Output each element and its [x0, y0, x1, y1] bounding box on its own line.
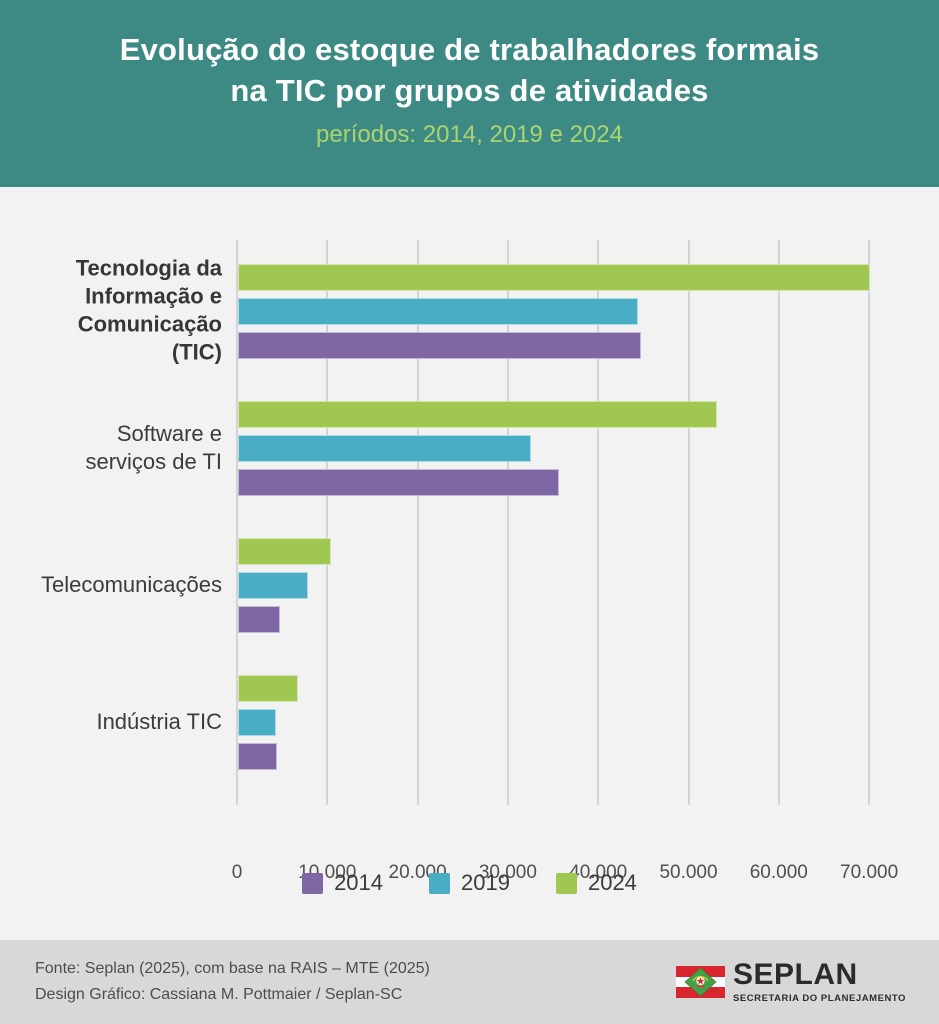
- header-banner: Evolução do estoque de trabalhadores for…: [0, 0, 939, 187]
- x-tick-label-40000: 40.000: [569, 862, 628, 883]
- bar-2014-group-2: [238, 469, 559, 496]
- legend-label-2024: 2024: [587, 870, 637, 895]
- page-subtitle: períodos: 2014, 2019 e 2024: [316, 120, 623, 148]
- gridline-x-30000: [506, 240, 509, 805]
- seplan-logo-title: SEPLAN: [733, 958, 858, 991]
- bar-2024-group-1: [238, 264, 870, 291]
- category-label-1: Tecnologia da Informação e Comunicação (…: [75, 255, 222, 366]
- x-tick-label-0: 0: [231, 862, 243, 883]
- plot-area: [236, 240, 900, 805]
- title-line-1: Evolução do estoque de trabalhadores for…: [119, 32, 820, 67]
- category-axis-labels: Tecnologia da Informação e Comunicação (…: [0, 240, 222, 795]
- gridline-x-70000: [868, 240, 871, 805]
- legend-label-2014: 2014: [334, 870, 384, 895]
- legend-item-2014: 2014: [302, 870, 383, 896]
- gridline-x-20000: [416, 240, 419, 805]
- santa-catarina-flag-icon: [676, 966, 725, 998]
- bar-2014-group-4: [238, 743, 277, 770]
- bar-2019-group-3: [238, 572, 308, 599]
- legend-label-2019: 2019: [461, 870, 510, 895]
- legend-swatch-2019: [429, 872, 451, 894]
- x-tick-label-60000: 60.000: [749, 862, 808, 883]
- bar-2019-group-1: [238, 298, 638, 325]
- category-label-3: Telecomunicações: [41, 571, 222, 597]
- footer-bar: Fonte: Seplan (2025), com base na RAIS –…: [0, 940, 939, 1024]
- category-label-4: Indústria TIC: [96, 708, 222, 734]
- gridline-x-10000: [326, 240, 329, 805]
- gridline-x-40000: [597, 240, 600, 805]
- seplan-logo: SEPLAN SECRETARIA DO PLANEJAMENTO: [676, 960, 906, 1004]
- bar-2024-group-4: [238, 675, 298, 702]
- bar-2014-group-1: [238, 332, 641, 359]
- title-line-2: na TIC por grupos de atividades: [230, 72, 709, 108]
- chart-section: Tecnologia da Informação e Comunicação (…: [0, 187, 939, 940]
- bar-2019-group-4: [238, 709, 276, 736]
- bar-2024-group-2: [238, 401, 717, 428]
- legend-item-2024: 2024: [555, 870, 637, 896]
- chart-legend: 2014 2019 2024: [0, 870, 939, 896]
- page-title: Evolução do estoque de trabalhadores for…: [0, 30, 939, 112]
- gridline-x-60000: [777, 240, 780, 805]
- legend-item-2019: 2019: [429, 870, 510, 896]
- source-line: Fonte: Seplan (2025), com base na RAIS –…: [35, 960, 430, 978]
- category-label-2: Software e serviços de TI: [85, 420, 222, 474]
- gridline-x-50000: [687, 240, 690, 805]
- seplan-logo-subtitle: SECRETARIA DO PLANEJAMENTO: [733, 993, 906, 1004]
- legend-swatch-2024: [555, 872, 577, 894]
- x-tick-label-50000: 50.000: [659, 862, 718, 883]
- bar-2014-group-3: [238, 606, 280, 633]
- design-credit-line: Design Gráfico: Cassiana M. Pottmaier / …: [35, 986, 403, 1003]
- bar-2024-group-3: [238, 538, 331, 565]
- seplan-logo-text: SEPLAN SECRETARIA DO PLANEJAMENTO: [733, 958, 906, 1005]
- gridline-x-0: [236, 240, 238, 805]
- x-tick-label-70000: 70.000: [840, 862, 899, 883]
- bar-2019-group-2: [238, 435, 531, 462]
- x-tick-label-30000: 30.000: [478, 862, 537, 883]
- source-credits: Fonte: Seplan (2025), com base na RAIS –…: [35, 956, 430, 1007]
- legend-swatch-2014: [302, 872, 324, 894]
